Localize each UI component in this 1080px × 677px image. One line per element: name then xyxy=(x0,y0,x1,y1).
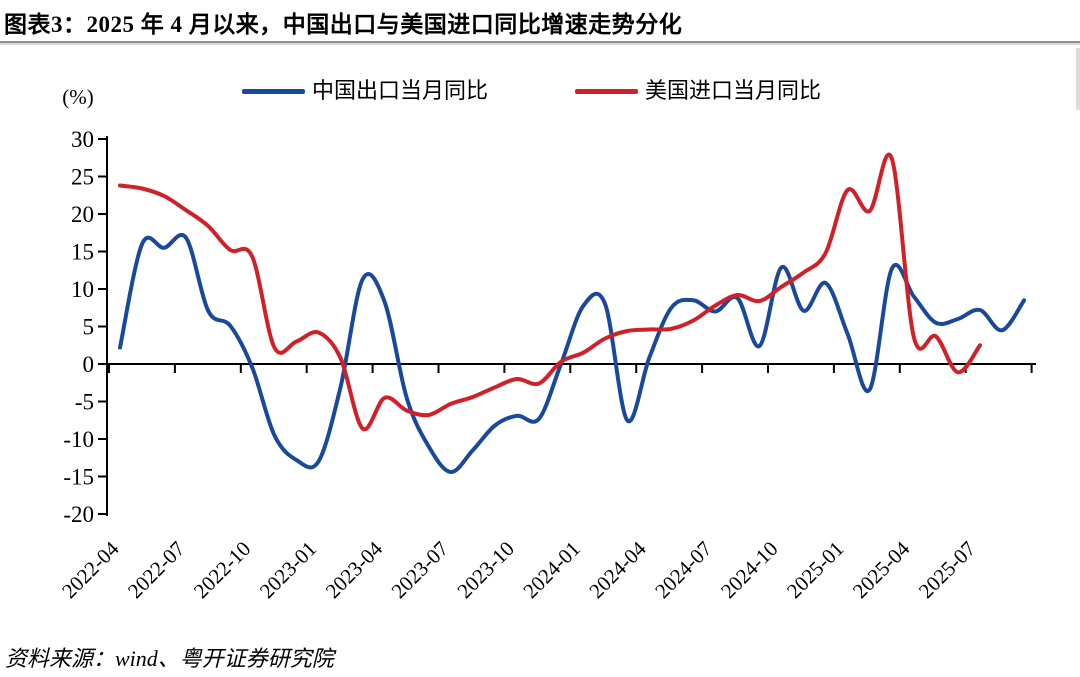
x-tick-label: 2025-04 xyxy=(848,536,915,603)
y-axis-unit-label: (%) xyxy=(62,85,93,109)
x-tick-label: 2022-07 xyxy=(123,537,189,603)
us-import-line-swatch-icon xyxy=(575,88,638,94)
legend-item-us-import: 美国进口当月同比 xyxy=(575,78,821,104)
x-tick-label: 2022-10 xyxy=(189,537,255,603)
title-divider-light xyxy=(0,43,1080,45)
legend-label-china-export: 中国出口当月同比 xyxy=(312,78,489,103)
y-tick-label: 0 xyxy=(83,352,95,377)
page-title: 图表3：2025 年 4 月以来，中国出口与美国进口同比增速走势分化 xyxy=(4,12,683,37)
y-tick-label: -10 xyxy=(63,427,94,452)
china-export-line xyxy=(118,232,1027,474)
y-tick-label: -5 xyxy=(75,390,94,415)
x-tick-label: 2025-07 xyxy=(914,537,980,603)
scrollbar-fragment xyxy=(1076,48,1080,110)
legend-label-us-import: 美国进口当月同比 xyxy=(645,78,822,103)
x-tick-label: 2023-07 xyxy=(387,537,453,603)
y-tick-label: -15 xyxy=(63,465,94,490)
title-divider xyxy=(0,41,1080,43)
y-tick-label: 20 xyxy=(71,202,94,227)
x-tick-label: 2024-10 xyxy=(716,537,782,603)
legend-item-china-export: 中国出口当月同比 xyxy=(242,78,488,104)
x-tick-label: 2023-10 xyxy=(452,537,518,603)
y-tick-label: 5 xyxy=(83,315,95,340)
x-tick-label: 2024-04 xyxy=(584,536,651,603)
x-tick-label: 2024-01 xyxy=(518,537,584,603)
y-tick-label: 15 xyxy=(71,240,94,265)
x-tick-label: 2022-04 xyxy=(57,536,124,603)
x-tick-label: 2025-01 xyxy=(782,537,848,603)
us-import-line xyxy=(118,152,982,432)
x-tick-label: 2024-07 xyxy=(650,537,716,603)
y-tick-label: 25 xyxy=(71,165,94,190)
x-tick-label: 2023-04 xyxy=(321,536,388,603)
y-tick-label: -20 xyxy=(63,502,94,527)
y-tick-label: 10 xyxy=(71,277,94,302)
y-tick-label: 30 xyxy=(71,127,94,152)
x-tick-label: 2023-01 xyxy=(255,537,321,603)
source-note: 资料来源：wind、粤开证券研究院 xyxy=(5,646,334,671)
china-export-line-swatch-icon xyxy=(242,88,305,94)
